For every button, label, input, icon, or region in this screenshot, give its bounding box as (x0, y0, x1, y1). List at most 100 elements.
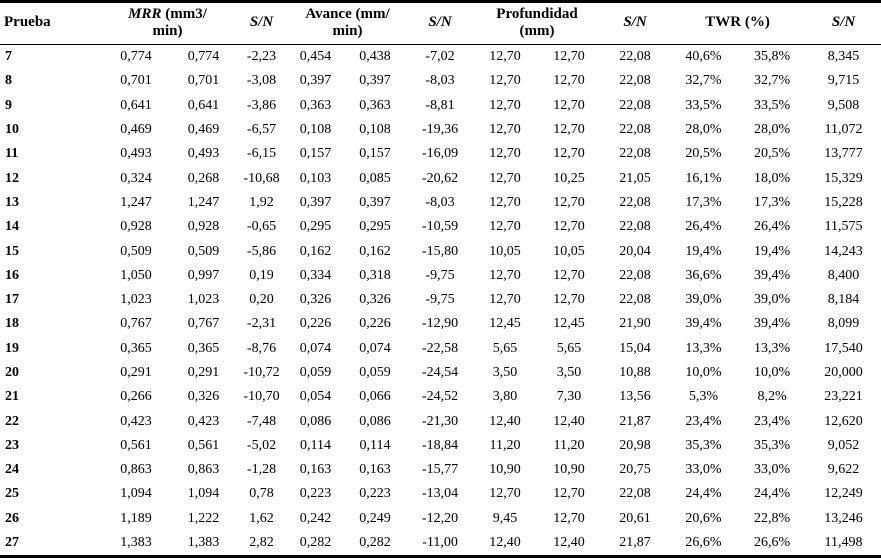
cell: 12,70 (553, 97, 585, 113)
cell: 22,08 (619, 122, 651, 138)
cell: 21,87 (619, 413, 651, 429)
cell: 0,863 (187, 462, 220, 478)
cell: 9,622 (827, 462, 860, 478)
cell: -8,03 (425, 73, 455, 89)
cell: 26,6% (685, 535, 722, 551)
cell: 0,086 (299, 413, 332, 429)
cell: 5,65 (556, 340, 582, 356)
cell: 2,82 (249, 535, 274, 551)
table-header: Prueba MRR (mm3/min) S/N Avance (mm/min)… (0, 1, 881, 45)
col-header-mrr: MRR (mm3/min) (100, 1, 236, 45)
cell: 0,928 (187, 219, 220, 235)
cell: 0,226 (299, 316, 332, 332)
cell: -10,70 (243, 389, 280, 405)
cell: 12,70 (489, 194, 521, 210)
table-row: 23 0,561 0,561 -5,02 0,114 0,114 -18,84 11,20 11… (0, 434, 881, 458)
col-header-twr: TWR (%) (669, 1, 807, 45)
col-header-sn-3: S/N (601, 1, 670, 45)
cell: 35,8% (753, 49, 791, 65)
table-row: 21 0,266 0,326 -10,70 0,054 0,066 -24,52 3,80 7,… (0, 385, 881, 409)
row-label: 13 (5, 194, 19, 210)
profundidad-label-text: Profundidad (496, 5, 578, 22)
col-header-sn-1: S/N (235, 1, 289, 45)
cell: 0,454 (299, 49, 332, 65)
cell: 1,62 (249, 510, 274, 526)
mrr-unit-text: (mm3/ (161, 5, 207, 22)
cell: 12,70 (489, 219, 521, 235)
cell: 10,88 (619, 365, 651, 380)
table-row: 10 0,469 0,469 -6,57 0,108 0,108 -19,36 12,70 12… (0, 118, 881, 142)
cell: 39,0% (753, 292, 791, 308)
cell: 19,4% (753, 243, 791, 259)
row-label: 27 (5, 535, 19, 551)
cell: 22,08 (619, 486, 651, 502)
row-label: 16 (5, 267, 19, 283)
row-label: 18 (5, 316, 19, 332)
cell: 0,774 (187, 49, 220, 65)
cell: 12,70 (553, 49, 585, 65)
cell: 1,247 (120, 194, 152, 210)
cell: 18,0% (753, 170, 791, 186)
cell: 7,30 (556, 389, 582, 405)
cell: 3,80 (492, 389, 518, 405)
cell: -21,30 (421, 413, 459, 429)
cell: 12,70 (553, 292, 585, 308)
cell: 12,70 (553, 73, 585, 89)
cell: 0,074 (359, 340, 391, 356)
cell: 3,50 (492, 365, 518, 380)
cell: 0,066 (359, 389, 391, 405)
cell: 35,3% (685, 437, 722, 453)
cell: 10,0% (753, 365, 791, 380)
cell: -10,68 (243, 170, 280, 186)
cell: 0,397 (299, 194, 332, 210)
cell: -8,76 (246, 340, 277, 356)
table-row: 16 1,050 0,997 0,19 0,334 0,318 -9,75 12,70 12,7… (0, 264, 881, 288)
cell: -7,02 (425, 49, 455, 65)
cell: 22,08 (619, 73, 651, 89)
cell: 39,4% (753, 267, 791, 283)
cell: 0,295 (359, 219, 391, 235)
cell: 28,0% (685, 122, 722, 138)
cell: 22,08 (619, 146, 651, 162)
cell: 13,3% (685, 340, 722, 356)
cell: 20,6% (685, 510, 722, 526)
cell: 0,059 (299, 365, 332, 380)
cell: 21,05 (619, 170, 651, 186)
cell: 20,5% (685, 146, 722, 162)
cell: 0,20 (249, 292, 274, 308)
cell: 12,70 (553, 122, 585, 138)
cell: 10,90 (489, 462, 521, 478)
cell: 0,561 (120, 437, 152, 453)
row-label: 25 (5, 486, 19, 502)
col-header-sn-2: S/N (407, 1, 474, 45)
cell: -6,15 (246, 146, 277, 162)
cell: -22,58 (421, 340, 459, 356)
cell: 9,715 (827, 73, 860, 89)
row-label: 20 (5, 365, 19, 380)
cell: 39,4% (685, 316, 722, 332)
cell: -5,02 (246, 437, 277, 453)
cell: 0,767 (187, 316, 220, 332)
cell: 12,70 (489, 292, 521, 308)
cell: 3,50 (556, 365, 582, 380)
row-label: 15 (5, 243, 19, 259)
cell: 33,5% (753, 97, 791, 113)
avance-label-text: Avance (mm/ (305, 5, 390, 22)
cell: 15,329 (824, 170, 863, 186)
cell: 26,4% (753, 219, 791, 235)
cell: -24,54 (421, 365, 459, 380)
cell: 17,3% (685, 194, 722, 210)
cell: 0,438 (359, 49, 391, 65)
cell: 12,40 (553, 535, 585, 551)
cell: 17,3% (753, 194, 791, 210)
cell: 12,40 (489, 535, 521, 551)
cell: 0,397 (359, 73, 391, 89)
cell: -12,20 (421, 510, 459, 526)
cell: -18,84 (421, 437, 459, 453)
cell: 23,4% (753, 413, 791, 429)
cell: 13,777 (824, 146, 863, 162)
cell: 22,08 (619, 194, 651, 210)
cell: 26,4% (685, 219, 722, 235)
cell: -5,86 (246, 243, 277, 259)
cell: 1,92 (249, 194, 274, 210)
